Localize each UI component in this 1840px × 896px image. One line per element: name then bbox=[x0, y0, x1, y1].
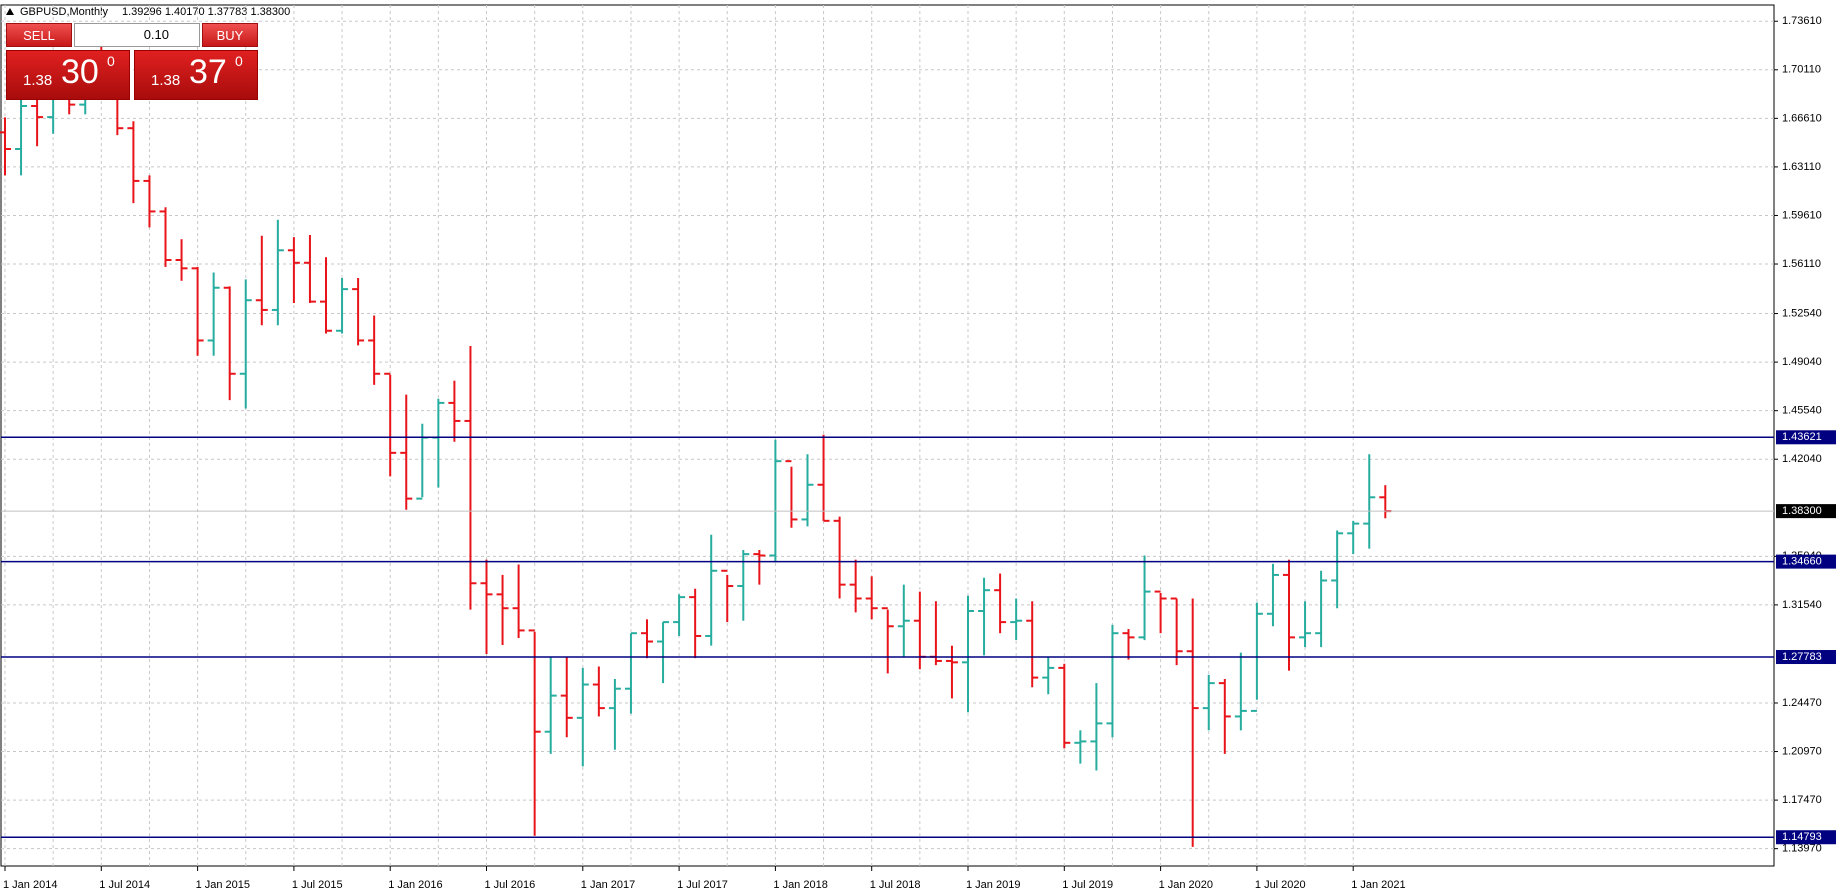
sell-price[interactable]: 1.38 30 0 bbox=[6, 50, 130, 100]
symbol-arrow bbox=[6, 8, 14, 15]
buy-price[interactable]: 1.38 37 0 bbox=[134, 50, 258, 100]
trade-panel: SELL 0.10 BUY 1.38 30 0 1.38 37 0 bbox=[6, 23, 258, 100]
sell-button[interactable]: SELL bbox=[6, 23, 72, 47]
price-main: 37 bbox=[189, 53, 227, 91]
x-tick-label: 1 Jan 2021 bbox=[1351, 879, 1405, 891]
level-label: 1.27783 bbox=[1782, 651, 1822, 663]
y-tick-label: 1.31540 bbox=[1782, 599, 1822, 611]
x-tick-label: 1 Jan 2018 bbox=[773, 879, 827, 891]
y-tick-label: 1.63110 bbox=[1782, 161, 1821, 173]
lot-field[interactable]: 0.10 bbox=[74, 23, 200, 47]
last-price-label: 1.38300 bbox=[1782, 505, 1822, 517]
price-big: 1.38 bbox=[23, 72, 53, 89]
x-tick-label: 1 Jan 2015 bbox=[196, 879, 250, 891]
price-big: 1.38 bbox=[151, 72, 181, 89]
x-tick-label: 1 Jan 2020 bbox=[1159, 879, 1213, 891]
plot-frame bbox=[0, 4, 1775, 867]
x-tick-label: 1 Jan 2014 bbox=[3, 879, 57, 891]
level-box bbox=[1776, 830, 1836, 845]
y-tick-label: 1.73610 bbox=[1782, 15, 1822, 27]
level-label: 1.43621 bbox=[1782, 431, 1822, 443]
y-tick-label: 1.13970 bbox=[1782, 843, 1822, 855]
y-tick-label: 1.24470 bbox=[1782, 697, 1822, 709]
level-box bbox=[1776, 650, 1836, 665]
x-tick-label: 1 Jul 2016 bbox=[485, 879, 536, 891]
x-tick-label: 1 Jul 2017 bbox=[677, 879, 728, 891]
last-price-box bbox=[1776, 504, 1836, 519]
y-tick-label: 1.59610 bbox=[1782, 209, 1822, 221]
y-tick-label: 1.45540 bbox=[1782, 405, 1822, 417]
x-tick-label: 1 Jan 2017 bbox=[581, 879, 635, 891]
y-tick-label: 1.52540 bbox=[1782, 307, 1822, 319]
level-label: 1.14793 bbox=[1782, 831, 1822, 843]
symbol: GBPUSD,Monthly bbox=[20, 6, 109, 18]
y-tick-label: 1.20970 bbox=[1782, 745, 1822, 757]
y-tick-label: 1.17470 bbox=[1782, 794, 1822, 806]
x-tick-label: 1 Jul 2014 bbox=[99, 879, 150, 891]
x-tick-label: 1 Jul 2019 bbox=[1062, 879, 1113, 891]
header-ohlc: 1.39296 1.40170 1.37783 1.38300 bbox=[122, 6, 290, 18]
level-label: 1.34660 bbox=[1782, 556, 1822, 568]
y-tick-label: 1.56110 bbox=[1782, 258, 1821, 270]
x-tick-label: 1 Jul 2020 bbox=[1255, 879, 1306, 891]
x-tick-label: 1 Jan 2019 bbox=[966, 879, 1020, 891]
price-main: 30 bbox=[61, 53, 99, 91]
x-tick-label: 1 Jul 2018 bbox=[870, 879, 921, 891]
price-sup: 0 bbox=[235, 53, 243, 69]
level-box bbox=[1776, 430, 1836, 445]
buy-button[interactable]: BUY bbox=[202, 23, 258, 47]
y-tick-label: 1.66610 bbox=[1782, 112, 1822, 124]
y-tick-label: 1.42040 bbox=[1782, 453, 1822, 465]
y-tick-label: 1.49040 bbox=[1782, 356, 1822, 368]
x-tick-label: 1 Jan 2016 bbox=[388, 879, 442, 891]
x-tick-label: 1 Jul 2015 bbox=[292, 879, 343, 891]
price-sup: 0 bbox=[107, 53, 115, 69]
level-box bbox=[1776, 554, 1836, 569]
y-tick-label: 1.70110 bbox=[1782, 64, 1821, 76]
